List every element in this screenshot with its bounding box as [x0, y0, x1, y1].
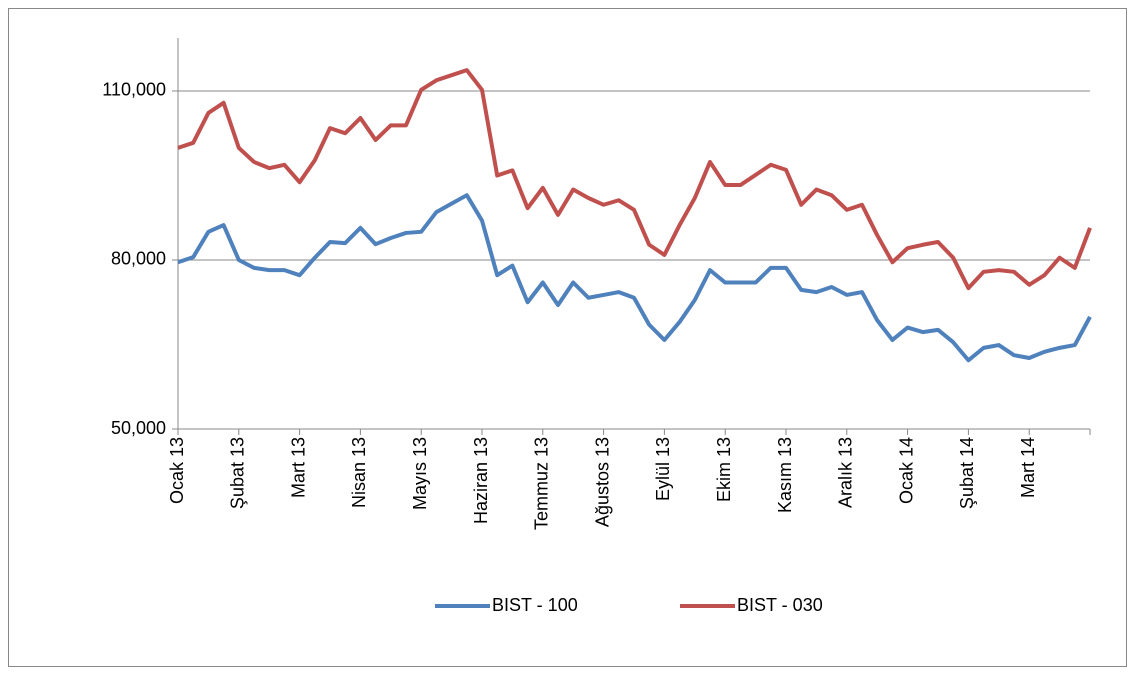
line-series	[177, 68, 1092, 291]
y-tick-label: 110,000	[102, 80, 166, 100]
x-tick-label: Eylül 13	[653, 437, 673, 501]
x-tick-label: Ocak 14	[896, 437, 916, 504]
x-tick-label: Ocak 13	[167, 437, 187, 504]
x-tick-label: Aralık 13	[836, 437, 856, 508]
x-tick-label: Mart 14	[1018, 437, 1038, 498]
x-tick-label: Mayıs 13	[410, 437, 430, 510]
x-tick-label: Nisan 13	[349, 437, 369, 508]
x-tick-label: Haziran 13	[471, 437, 491, 524]
x-tick-label: Şubat 13	[228, 437, 248, 509]
x-tick-label: Mart 13	[288, 437, 308, 498]
chart-frame	[8, 8, 1127, 667]
x-tick-label: Şubat 14	[957, 437, 977, 509]
legend-label: BIST - 100	[492, 595, 578, 615]
legend-label: BIST - 030	[737, 595, 823, 615]
y-tick-label: 50,000	[111, 418, 166, 438]
x-tick-label: Temmuz 13	[532, 437, 552, 530]
x-tick-label: Kasım 13	[775, 437, 795, 513]
line-series	[177, 193, 1092, 363]
x-tick-label: Ağustos 13	[592, 437, 612, 527]
x-tick-label: Ekim 13	[714, 437, 734, 502]
y-tick-label: 80,000	[111, 249, 166, 269]
